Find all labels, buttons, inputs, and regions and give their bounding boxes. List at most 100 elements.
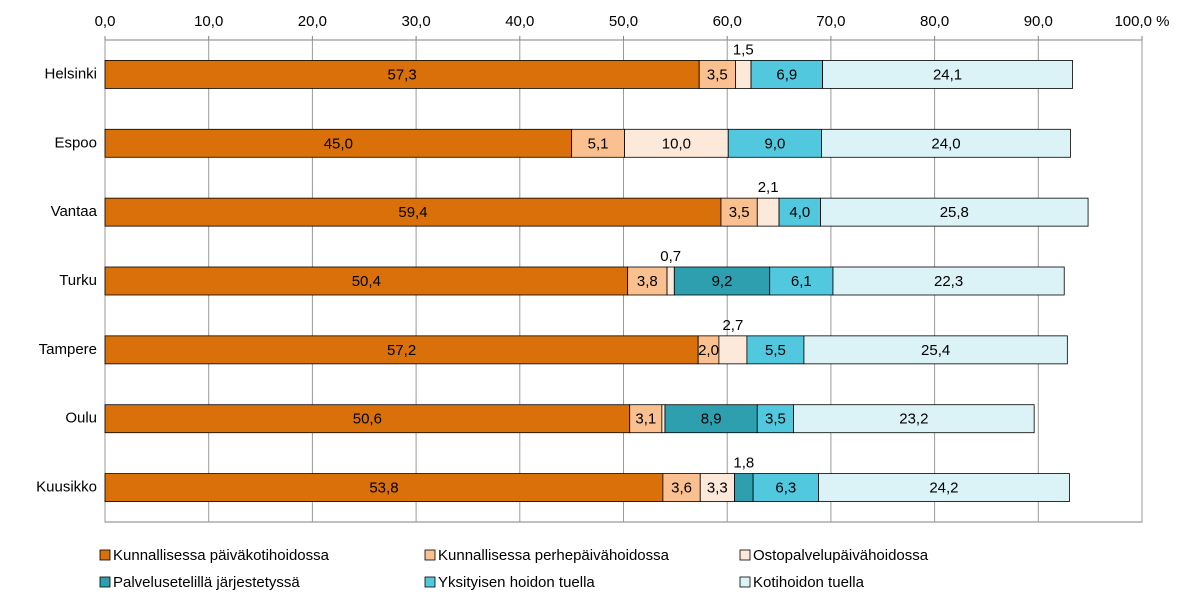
data-label: 22,3 (934, 273, 963, 290)
data-label: 9,0 (764, 135, 785, 152)
bar-segment (832, 266, 1065, 296)
data-label: 57,3 (387, 66, 416, 83)
data-label: 45,0 (324, 135, 353, 152)
data-label: 5,1 (588, 135, 609, 152)
bar-segment (818, 473, 1070, 502)
bar-segment (746, 335, 805, 365)
data-label: 0,7 (660, 248, 681, 265)
x-tick-label: 10,0 (194, 13, 223, 30)
legend-swatch (424, 576, 436, 588)
legend-label: Yksityisen hoidon tuella (438, 574, 595, 591)
y-tick-label: Tampere (39, 341, 97, 358)
data-label: 24,1 (933, 66, 962, 83)
bar-segment (629, 404, 663, 434)
bar-segment (822, 60, 1073, 89)
legend-label: Ostopalvelupäivähoidossa (753, 547, 929, 564)
legend-label: Kunnallisessa päiväkotihoidossa (113, 547, 330, 564)
data-label: 24,0 (931, 135, 960, 152)
x-tick-label: 50,0 (609, 13, 638, 30)
data-label: 10,0 (662, 135, 691, 152)
data-label: 50,4 (352, 273, 381, 290)
bar-segment (104, 335, 699, 365)
bar-segment (627, 266, 668, 296)
data-label: 2,0 (698, 342, 719, 359)
y-tick-label: Helsinki (44, 65, 97, 82)
bar-segment (769, 266, 834, 296)
bar-segment (756, 197, 780, 227)
bar-segment (104, 197, 722, 227)
bar-segment (820, 197, 1089, 227)
data-label: 1,8 (733, 455, 754, 472)
data-label: 59,4 (398, 204, 427, 221)
data-label: 53,8 (369, 480, 398, 497)
data-label: 1,5 (733, 41, 754, 58)
bar-segment (718, 335, 748, 365)
legend-swatch (424, 549, 436, 561)
data-label: 3,8 (637, 273, 658, 290)
legend-swatch (99, 576, 111, 588)
data-label: 9,2 (712, 273, 733, 290)
legend-label: Kunnallisessa perhepäivähoidossa (438, 547, 670, 564)
data-label: 8,9 (701, 411, 722, 428)
x-tick-label: 30,0 (401, 13, 430, 30)
data-label: 24,2 (929, 480, 958, 497)
data-label: 6,1 (791, 273, 812, 290)
bar-segment (821, 128, 1071, 158)
x-tick-label: 20,0 (298, 13, 327, 30)
bar-segment (104, 266, 629, 296)
data-label: 6,3 (775, 480, 796, 497)
bar-segment (104, 128, 573, 158)
y-tick-label: Oulu (65, 410, 97, 427)
data-label: 5,5 (765, 342, 786, 359)
legend-swatch (99, 549, 111, 561)
y-tick-label: Vantaa (51, 203, 98, 220)
data-label: 2,7 (722, 317, 743, 334)
data-label: 3,3 (707, 480, 728, 497)
bar-segment (104, 60, 700, 89)
legend-swatch (739, 549, 751, 561)
data-label: 3,1 (635, 411, 656, 428)
data-label: 6,9 (776, 66, 797, 83)
bar-segment (756, 404, 794, 434)
y-tick-label: Espoo (54, 134, 97, 151)
bar-segment (699, 473, 735, 502)
bar-segment (571, 128, 625, 158)
data-label: 3,6 (671, 480, 692, 497)
data-label: 23,2 (899, 411, 928, 428)
legend-label: Palvelusetelillä järjestetyssä (113, 574, 300, 591)
x-tick-label: 90,0 (1024, 13, 1053, 30)
data-label: 3,5 (765, 411, 786, 428)
data-label: 3,5 (729, 204, 750, 221)
legend-label: Kotihoidon tuella (753, 574, 865, 591)
x-tick-label: 70,0 (816, 13, 845, 30)
y-tick-label: Turku (59, 272, 97, 289)
bar-segment (104, 404, 631, 434)
bar-segment (803, 335, 1068, 365)
bar-segment (661, 404, 666, 434)
x-tick-label: 100,0 % (1114, 13, 1169, 30)
x-tick-label: 60,0 (713, 13, 742, 30)
x-tick-label: 0,0 (95, 13, 116, 30)
bar-segment (778, 197, 821, 227)
data-label: 50,6 (353, 411, 382, 428)
bar-segment (666, 266, 675, 296)
bar-segment (735, 60, 752, 89)
bar-segment (734, 473, 754, 502)
bar-segment (793, 404, 1035, 434)
data-label: 2,1 (758, 179, 779, 196)
data-label: 25,4 (921, 342, 950, 359)
bar-segment (624, 128, 729, 158)
y-tick-label: Kuusikko (36, 479, 97, 496)
legend-swatch (739, 576, 751, 588)
x-tick-label: 80,0 (920, 13, 949, 30)
data-label: 25,8 (940, 204, 969, 221)
x-tick-label: 40,0 (505, 13, 534, 30)
data-label: 4,0 (789, 204, 810, 221)
bar-segment (104, 473, 664, 502)
bar-segment (720, 197, 758, 227)
data-label: 3,5 (707, 66, 728, 83)
bar-segment (698, 60, 736, 89)
bar-segment (662, 473, 701, 502)
bar-segment (750, 60, 824, 89)
